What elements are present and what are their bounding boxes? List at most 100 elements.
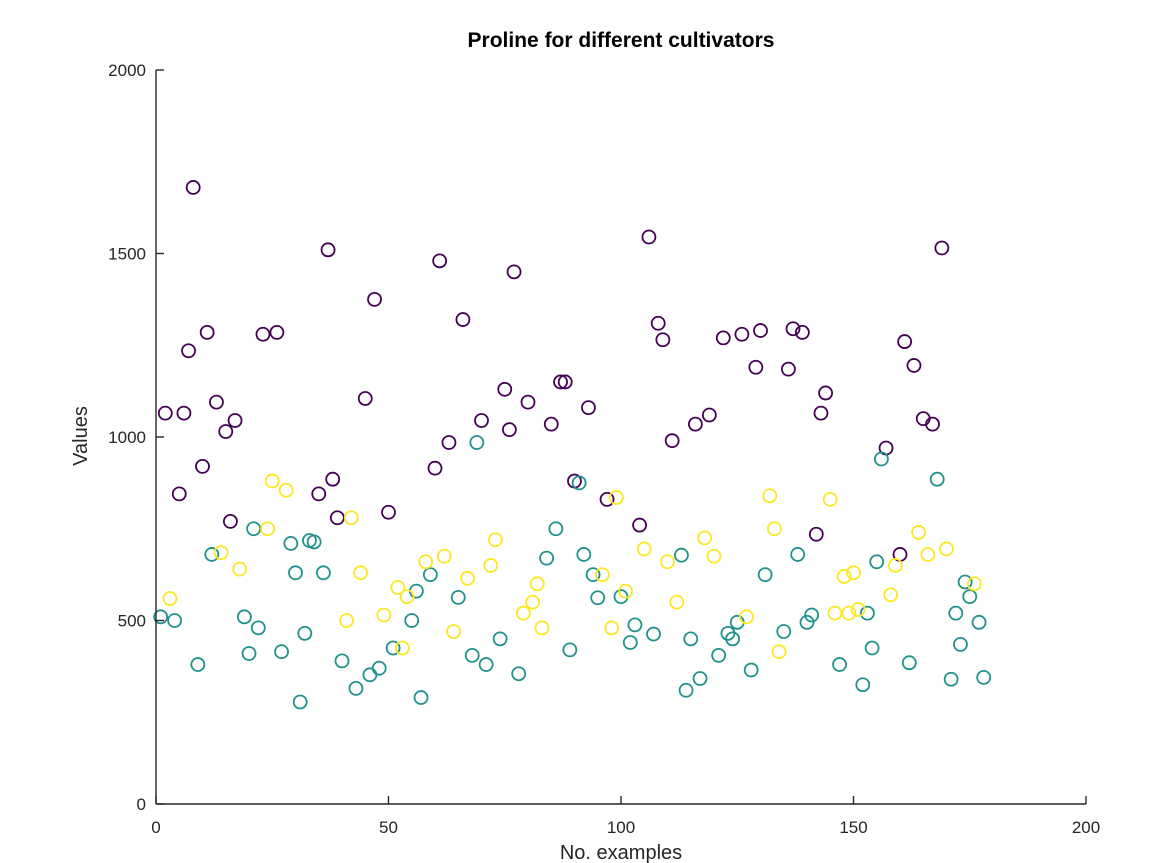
data-point — [543, 416, 559, 432]
data-point — [278, 482, 294, 498]
data-point — [622, 635, 638, 650]
data-point — [171, 486, 187, 502]
data-point — [190, 657, 206, 672]
data-point — [315, 565, 331, 581]
data-point — [418, 554, 434, 570]
data-point — [185, 180, 201, 195]
data-point — [887, 558, 903, 573]
x-tick-label: 100 — [607, 818, 635, 837]
data-point — [446, 624, 462, 639]
data-point — [515, 605, 531, 621]
data-point — [869, 554, 885, 570]
data-point — [683, 631, 699, 647]
y-axis-label: Values — [70, 406, 92, 466]
data-point — [762, 488, 778, 504]
data-point — [581, 400, 596, 416]
data-point — [636, 541, 652, 557]
data-point — [381, 504, 396, 520]
data-point — [260, 521, 276, 537]
data-point — [506, 264, 522, 280]
data-point — [953, 636, 968, 652]
data-point — [232, 561, 248, 577]
data-point — [599, 491, 615, 507]
data-point — [739, 609, 754, 625]
data-point — [822, 491, 838, 507]
data-point — [497, 381, 513, 397]
data-point — [250, 620, 266, 636]
x-tick-label: 150 — [839, 818, 867, 837]
data-point — [776, 624, 792, 639]
data-point — [650, 315, 666, 331]
data-point — [157, 405, 173, 421]
data-point — [478, 657, 494, 672]
data-point — [790, 547, 806, 562]
data-point — [329, 510, 345, 526]
data-point — [808, 526, 824, 542]
data-point — [701, 407, 717, 423]
data-point — [525, 594, 541, 610]
data-point — [920, 547, 936, 562]
data-point — [511, 666, 527, 682]
data-point — [422, 567, 438, 583]
data-point — [925, 416, 940, 432]
data-point — [688, 416, 703, 432]
data-point — [367, 291, 382, 307]
data-point — [548, 521, 564, 537]
data-point — [436, 548, 452, 564]
data-point — [557, 374, 573, 390]
data-point — [585, 567, 601, 583]
data-point — [943, 671, 959, 687]
data-point — [836, 569, 852, 584]
data-point — [627, 617, 643, 633]
data-point — [748, 359, 764, 375]
data-point — [971, 614, 987, 630]
data-point — [288, 565, 303, 581]
data-point — [813, 405, 829, 421]
points-layer — [153, 180, 992, 710]
data-point — [604, 620, 620, 636]
data-point — [846, 565, 861, 581]
data-point — [874, 451, 889, 467]
data-point — [818, 385, 833, 401]
data-point — [343, 510, 359, 526]
data-point — [348, 680, 364, 696]
data-point — [255, 326, 271, 342]
data-point — [976, 669, 992, 685]
data-point — [674, 547, 689, 563]
data-point — [236, 609, 252, 625]
data-point — [460, 570, 475, 586]
data-point — [860, 605, 875, 621]
data-point — [395, 640, 410, 656]
data-point — [213, 545, 229, 561]
data-point — [218, 424, 234, 439]
data-point — [799, 614, 815, 630]
data-point — [785, 321, 801, 337]
data-point — [664, 433, 680, 449]
data-point — [595, 567, 610, 583]
data-point — [390, 580, 406, 595]
data-point — [632, 517, 647, 533]
data-point — [562, 642, 578, 658]
data-point — [771, 644, 787, 660]
data-point — [427, 460, 443, 476]
data-point — [353, 565, 369, 581]
data-point — [181, 343, 196, 359]
data-point — [339, 613, 355, 628]
data-point — [571, 475, 587, 491]
data-point — [334, 653, 350, 669]
data-point — [404, 613, 420, 628]
data-point — [488, 532, 503, 548]
data-point — [357, 391, 373, 406]
data-point — [222, 514, 238, 529]
data-point — [283, 536, 299, 551]
data-point — [753, 323, 768, 338]
data-point — [441, 435, 457, 450]
data-point — [911, 525, 926, 540]
data-point — [864, 640, 880, 656]
data-point — [450, 589, 466, 605]
data-point — [483, 558, 499, 573]
data-point — [590, 590, 606, 606]
data-point — [539, 550, 554, 566]
data-point — [957, 574, 973, 590]
data-point — [734, 326, 750, 342]
